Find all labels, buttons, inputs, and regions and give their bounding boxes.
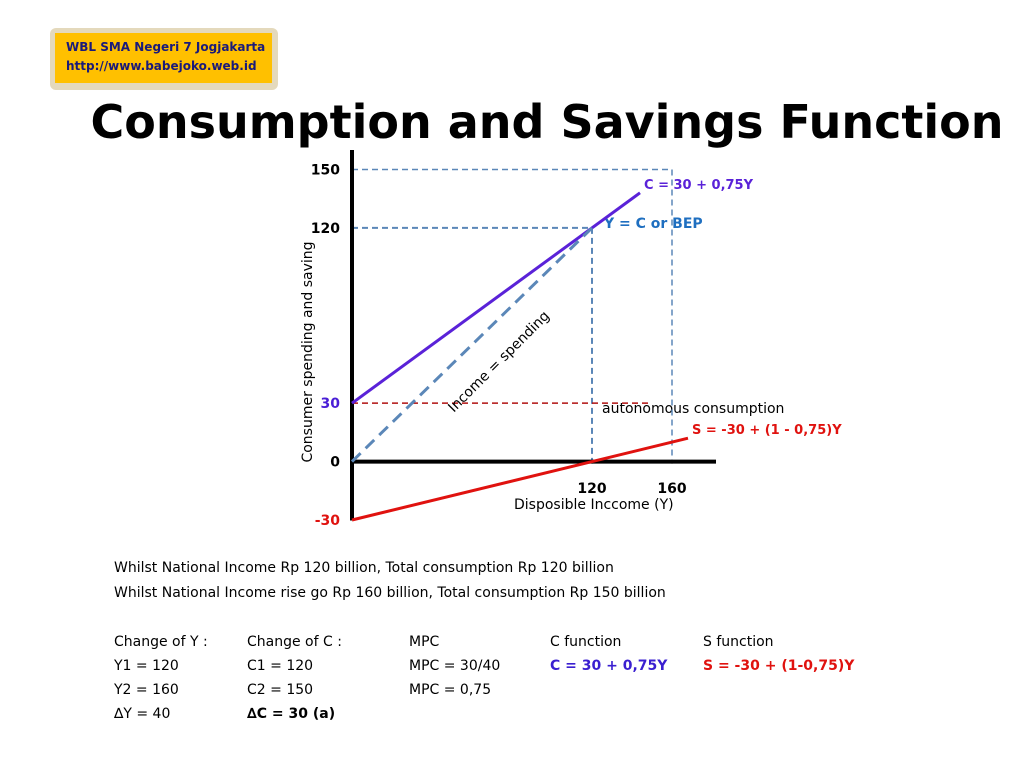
table-cell: Y2 = 160 [113,682,179,698]
note: Whilst National Income Rp 120 billion, T… [114,560,614,576]
table-cell: Change of C : [247,634,342,650]
table-cell: S function [703,634,774,650]
series-line [350,226,594,463]
table-cell: Y1 = 120 [113,658,179,674]
table-cell: MPC [409,634,440,650]
table-cell: ∆C = 30 (a) [247,706,335,722]
badge [55,33,272,83]
y-tick-label: -30 [315,513,341,529]
annotation: Y = C or BEP [603,216,703,232]
slide-title: Consumption and Savings Function [91,95,1004,149]
table-cell: C function [550,634,621,650]
y-axis-label: Consumer spending and saving [300,241,316,462]
badge-line: WBL SMA Negeri 7 Jogjakarta [66,40,265,54]
badge-line: http://www.babejoko.web.id [66,59,257,73]
table-cell: ∆Y = 40 [113,706,170,722]
table-cell: C2 = 150 [247,682,313,698]
series-line [351,191,641,405]
y-tick-label: 30 [321,396,341,412]
x-tick-label: 120 [577,481,606,497]
table-cell: MPC = 30/40 [409,658,500,674]
x-tick-label: 160 [657,481,686,497]
guide-line [352,168,673,462]
x-axis-label: Disposible Inccome (Y) [514,497,674,513]
table-cell: C = 30 + 0,75Y [550,658,668,674]
note: Whilst National Income rise go Rp 160 bi… [114,585,666,601]
table-cell: Change of Y : [114,634,208,650]
series-line [351,436,689,522]
annotation: autonomous consumption [602,401,784,417]
y-tick-label: 0 [330,455,340,471]
guide-line [352,226,593,462]
y-tick-label: 120 [311,221,340,237]
series-label: C = 30 + 0,75Y [644,178,754,193]
table-cell: S = -30 + (1-0,75)Y [703,658,855,674]
series-label: S = -30 + (1 - 0,75)Y [692,423,842,438]
table-cell: C1 = 120 [247,658,313,674]
y-tick-label: 150 [311,162,340,178]
table-cell: MPC = 0,75 [409,682,491,698]
